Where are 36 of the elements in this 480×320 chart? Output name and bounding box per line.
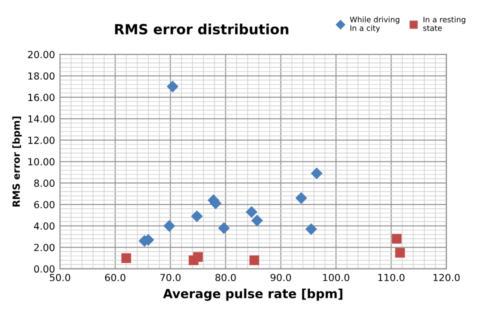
y-tick-label: 18.00: [28, 72, 54, 80]
y-tick-label: 8.00: [34, 180, 54, 187]
x-tick-label: 60.0: [105, 274, 126, 282]
x-tick-label: 100.0: [323, 274, 350, 282]
point: [251, 214, 263, 226]
point: [249, 255, 260, 266]
y-tick-label: 10.00: [28, 158, 54, 166]
point: [121, 253, 132, 263]
point: [191, 210, 202, 222]
y-axis-title: RMS error [bpm]: [12, 116, 22, 206]
x-tick-label: 110.0: [378, 274, 404, 282]
y-tick-label: 6.00: [34, 200, 54, 208]
x-tick-label: 90.0: [270, 274, 291, 282]
y-tick-label: 12.00: [28, 136, 54, 144]
y-tick-label: 2.00: [34, 244, 54, 252]
point: [395, 248, 405, 258]
point: [311, 168, 322, 179]
y-tick-label: 14.00: [28, 115, 54, 123]
x-tick-label: 70.0: [160, 274, 181, 282]
point: [392, 234, 402, 244]
point: [164, 220, 175, 232]
chart-title: RMS error distribution: [115, 24, 288, 34]
point: [193, 252, 203, 262]
x-axis-title: Average pulse rate [bpm]: [163, 288, 342, 301]
y-tick-label: 20.00: [28, 50, 54, 58]
point: [246, 206, 258, 218]
x-tick-label: 120.0: [434, 274, 460, 282]
point: [296, 192, 307, 204]
point: [218, 222, 230, 234]
x-tick-label: 50.0: [50, 274, 70, 282]
y-tick-label: 16.00: [28, 94, 54, 102]
y-tick-label: 4.00: [34, 222, 54, 230]
point: [167, 80, 178, 92]
point: [306, 224, 317, 235]
y-tick-label: 0.00: [34, 265, 54, 273]
x-tick-label: 80.0: [215, 274, 236, 282]
